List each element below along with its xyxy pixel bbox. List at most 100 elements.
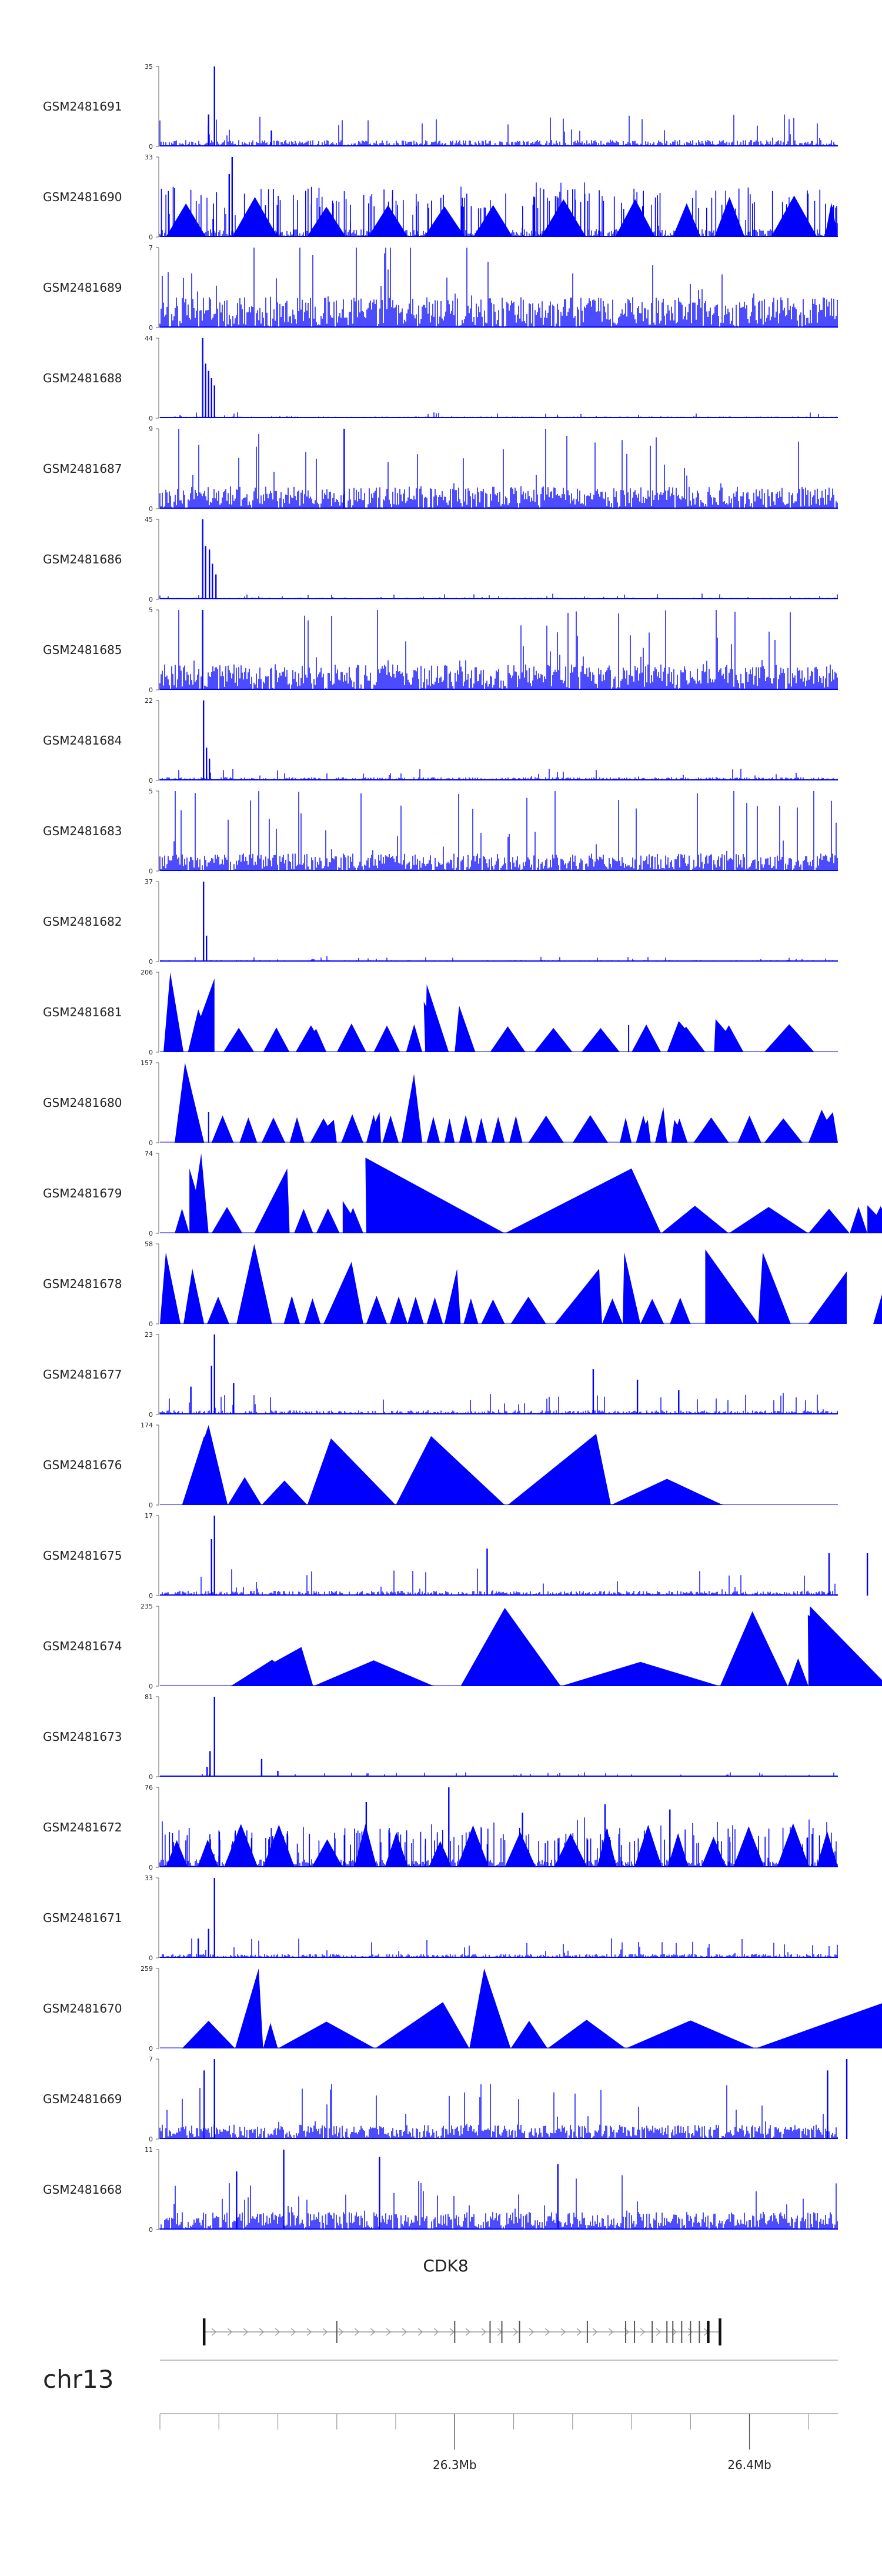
y-min-label: 0 — [149, 1049, 153, 1056]
coverage-triangle — [385, 1832, 408, 1867]
coverage-triangle — [510, 1296, 546, 1324]
y-max-label: 37 — [145, 878, 153, 886]
strand-arrow — [576, 2328, 582, 2336]
strand-arrow — [259, 2328, 265, 2336]
track-label: GSM2481672 — [43, 1820, 122, 1834]
track-GSM2481675: GSM2481675 17 0 — [43, 1512, 868, 1600]
coverage-triangle — [554, 1833, 587, 1867]
track-GSM2481688: GSM2481688 44 0 — [43, 335, 838, 422]
coverage-triangle — [283, 1296, 300, 1324]
track-label: GSM2481691 — [43, 99, 122, 114]
strand-arrow — [608, 2328, 614, 2336]
track-GSM2481676: GSM2481676 174 0 — [43, 1422, 838, 1509]
coverage-triangle — [693, 1117, 729, 1143]
y-max-label: 17 — [145, 1512, 153, 1520]
track-GSM2481681: GSM2481681 206 0 — [43, 969, 838, 1056]
coverage-triangle — [223, 1027, 255, 1052]
coverage-triangle — [634, 1824, 662, 1867]
coverage-peak — [755, 2003, 882, 2048]
coverage-triangle — [211, 1115, 234, 1143]
y-min-label: 0 — [149, 1683, 153, 1690]
track-GSM2481674: GSM2481674 235 0 — [43, 1603, 882, 1690]
coverage-peak — [720, 1611, 788, 1686]
strand-arrow — [529, 2328, 534, 2336]
coverage-triangle — [572, 1115, 608, 1143]
y-max-label: 174 — [141, 1422, 153, 1429]
coverage-triangle — [764, 1118, 803, 1143]
strand-arrow — [243, 2328, 249, 2336]
coverage-triangle — [304, 1298, 321, 1324]
track-GSM2481671: GSM2481671 33 0 — [43, 1874, 838, 1962]
y-min-label: 0 — [149, 2045, 153, 2053]
y-max-label: 206 — [141, 969, 153, 976]
coverage-triangle — [239, 1117, 258, 1143]
coverage-peak — [323, 1262, 363, 1324]
coverage-triangle — [166, 1840, 188, 1867]
strand-arrow — [370, 2328, 376, 2336]
coverage-triangle — [733, 1826, 764, 1867]
coverage-peak — [554, 1269, 602, 1324]
coverage-triangle — [197, 1839, 218, 1867]
coverage-peak — [655, 1107, 667, 1143]
coverage-triangle — [263, 1027, 290, 1052]
coverage-triangle — [278, 2021, 375, 2048]
strand-arrow — [687, 2328, 693, 2336]
coverage-peak — [396, 1436, 505, 1505]
coverage-triangle — [670, 1297, 691, 1324]
coverage-signal — [159, 791, 838, 871]
track-GSM2481684: GSM2481684 22 0 — [43, 697, 838, 785]
track-label: GSM2481690 — [43, 190, 122, 204]
gene-name-label: CDK8 — [423, 2256, 468, 2275]
coverage-triangle — [223, 1824, 258, 1867]
y-min-label: 0 — [149, 777, 153, 785]
strand-arrow — [338, 2328, 344, 2336]
coverage-triangle — [459, 1115, 473, 1143]
coverage-triangle — [406, 1024, 423, 1052]
track-GSM2481673: GSM2481673 81 0 — [43, 1693, 838, 1781]
track-label: GSM2481678 — [43, 1277, 122, 1291]
coverage-peak — [873, 1294, 882, 1324]
coverage-triangle — [787, 1658, 808, 1686]
coverage-triangle — [207, 1296, 229, 1324]
strand-arrow — [211, 2328, 217, 2336]
coverage-triangle — [289, 1117, 305, 1143]
coverage-peak — [235, 1968, 263, 2048]
strand-arrow — [592, 2328, 598, 2336]
track-label: GSM2481686 — [43, 552, 122, 566]
coverage-triangle — [620, 1117, 632, 1143]
y-max-label: 35 — [145, 63, 153, 71]
y-max-label: 235 — [141, 1603, 153, 1610]
strand-arrow — [671, 2328, 677, 2336]
coverage-triangle — [777, 1823, 810, 1867]
coverage-peak — [254, 1168, 290, 1233]
coverage-peak — [469, 1968, 511, 2048]
coverage-signal — [159, 2084, 838, 2139]
coverage-triangle — [313, 1660, 435, 1686]
coverage-triangle — [263, 2023, 278, 2048]
coverage-triangle — [737, 1115, 761, 1143]
y-max-label: 45 — [145, 516, 153, 523]
track-label: GSM2481681 — [43, 1005, 122, 1019]
coverage-spikes — [161, 186, 837, 237]
coverage-peak — [808, 1606, 882, 1686]
coverage-triangle — [261, 1117, 286, 1143]
y-min-label: 0 — [149, 505, 153, 513]
coverage-tracks: GSM2481691350GSM2481690330GSM248168970GS… — [43, 63, 882, 2234]
coverage-signal — [159, 610, 838, 690]
y-min-label: 0 — [149, 1954, 153, 1962]
y-min-label: 0 — [149, 1411, 153, 1419]
coverage-peak — [867, 1205, 882, 1233]
track-label: GSM2481671 — [43, 1911, 122, 1925]
coverage-peak — [366, 1112, 381, 1143]
track-label: GSM2481683 — [43, 824, 122, 838]
coverage-peak — [310, 1120, 337, 1143]
coverage-triangle — [560, 1661, 720, 1686]
coverage-triangle — [850, 1206, 868, 1233]
coverage-triangle — [182, 2021, 235, 2048]
track-label: GSM2481689 — [43, 281, 122, 295]
strand-arrow — [481, 2328, 487, 2336]
coverage-triangle — [481, 1299, 505, 1324]
y-max-label: 9 — [149, 425, 153, 433]
coverage-peak — [175, 1063, 205, 1143]
y-max-label: 44 — [145, 335, 153, 342]
